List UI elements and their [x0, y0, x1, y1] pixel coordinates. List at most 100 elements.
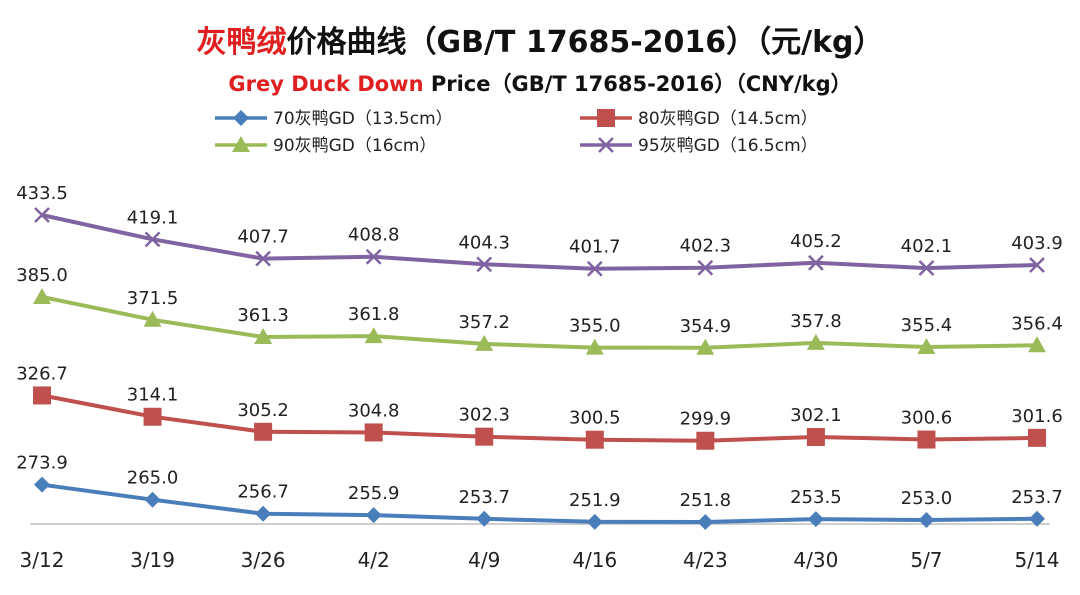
data-label: 253.5	[790, 487, 842, 508]
data-point	[806, 333, 825, 350]
series-group: 385.0 371.5 361.3 361.8 357.2 355.0 354.9 357.8…	[16, 265, 1063, 355]
chart-title-rest: 价格曲线（GB/T 17685-2016）（元/kg）	[286, 25, 883, 60]
data-point	[365, 248, 382, 265]
data-label: 361.8	[348, 304, 400, 325]
data-point	[696, 431, 715, 450]
chart-subtitle: Grey Duck Down Price（GB/T 17685-2016）（CN…	[228, 72, 851, 96]
legend-marker	[233, 110, 249, 126]
x-tick-label: 3/12	[20, 548, 65, 572]
data-point	[1029, 257, 1045, 273]
data-label: 405.2	[790, 231, 842, 252]
data-label: 253.0	[901, 488, 953, 509]
data-label: 357.8	[790, 311, 842, 332]
data-point	[476, 510, 493, 527]
data-label: 419.1	[127, 207, 179, 228]
x-tick-labels: 3/12 3/19 3/26 4/2 4/9 4/16 4/23 4/30 5/7 5/14	[20, 548, 1060, 572]
x-tick-label: 3/26	[241, 548, 286, 572]
data-label: 304.8	[348, 400, 400, 421]
series-line	[41, 393, 1038, 443]
x-tick-label: 4/16	[572, 548, 617, 572]
data-point	[586, 260, 603, 277]
data-label: 355.4	[901, 315, 953, 336]
data-label: 385.0	[16, 265, 68, 286]
data-point	[918, 511, 935, 528]
data-label: 354.9	[680, 316, 732, 337]
data-label: 265.0	[127, 468, 179, 489]
data-label: 300.5	[569, 408, 621, 429]
data-label: 402.3	[680, 236, 732, 257]
data-point	[917, 430, 936, 449]
series-line	[41, 213, 1038, 271]
data-point	[143, 310, 162, 327]
legend-label: 90灰鸭GD（16cm）	[273, 136, 436, 156]
x-tick-label: 4/9	[468, 548, 500, 572]
data-point	[144, 491, 161, 508]
data-label: 305.2	[237, 400, 289, 421]
data-point	[33, 386, 51, 405]
legend-item: 95灰鸭GD（16.5cm）	[580, 136, 818, 156]
legend-marker	[232, 136, 250, 152]
data-label: 357.2	[458, 312, 510, 333]
data-point	[144, 231, 161, 248]
data-point	[365, 507, 382, 524]
data-label: 255.9	[348, 483, 400, 504]
data-label: 326.7	[16, 363, 68, 384]
data-point	[34, 476, 50, 493]
data-label: 251.8	[680, 490, 732, 511]
data-point	[585, 338, 604, 355]
data-point	[696, 338, 715, 355]
data-point	[807, 511, 824, 528]
data-point	[255, 505, 272, 522]
data-label: 404.3	[458, 232, 510, 253]
data-label: 402.1	[901, 236, 953, 257]
data-label: 299.9	[680, 409, 732, 430]
data-label: 256.7	[237, 482, 289, 503]
data-label: 301.6	[1011, 406, 1063, 427]
data-point	[808, 254, 824, 271]
data-label: 407.7	[237, 227, 289, 248]
x-tick-label: 3/19	[130, 548, 175, 572]
x-tick-label: 4/23	[683, 548, 728, 572]
data-label: 408.8	[348, 225, 400, 246]
data-point	[917, 337, 936, 354]
legend-item: 90灰鸭GD（16cm）	[215, 136, 436, 156]
data-label: 300.6	[901, 408, 953, 429]
series-line	[41, 294, 1038, 350]
data-point	[697, 259, 714, 276]
data-label: 356.4	[1011, 313, 1063, 334]
data-point	[586, 513, 603, 530]
series-group: 273.9 265.0 256.7 255.9 253.7 251.9 251.8 253.5…	[16, 453, 1063, 530]
data-point	[1029, 510, 1045, 527]
data-point	[254, 327, 273, 344]
chart-title-highlight: 灰鸭绒	[196, 25, 286, 60]
x-tick-label: 4/2	[358, 548, 390, 572]
data-label: 253.7	[1011, 487, 1063, 508]
data-point	[697, 514, 714, 530]
data-label: 253.7	[458, 487, 510, 508]
data-label: 433.5	[16, 183, 68, 204]
chart-subtitle-rest: Price（GB/T 17685-2016）（CNY/kg）	[424, 72, 852, 96]
data-label: 302.3	[458, 405, 510, 426]
data-point	[585, 430, 604, 449]
data-point	[364, 327, 383, 344]
data-point	[475, 334, 494, 351]
chart-title: 灰鸭绒价格曲线（GB/T 17685-2016）（元/kg）	[196, 25, 883, 60]
legend-marker	[597, 109, 615, 127]
series-line	[41, 482, 1038, 524]
x-tick-label: 5/14	[1015, 548, 1060, 572]
data-point	[475, 427, 494, 446]
legend: 70灰鸭GD（13.5cm） 80灰鸭GD（14.5cm） 90灰鸭GD（16cm）…	[215, 109, 818, 156]
data-point	[255, 250, 271, 267]
data-point	[1028, 428, 1046, 447]
legend-item: 80灰鸭GD（14.5cm）	[580, 109, 818, 129]
chart-subtitle-highlight: Grey Duck Down	[228, 72, 423, 96]
data-point	[34, 207, 50, 223]
data-label: 273.9	[16, 453, 68, 474]
legend-label: 70灰鸭GD（13.5cm）	[273, 109, 453, 129]
data-point	[143, 407, 162, 426]
data-point	[806, 428, 825, 447]
data-label: 361.3	[237, 305, 289, 326]
data-label: 401.7	[569, 237, 621, 258]
data-point	[918, 260, 935, 276]
